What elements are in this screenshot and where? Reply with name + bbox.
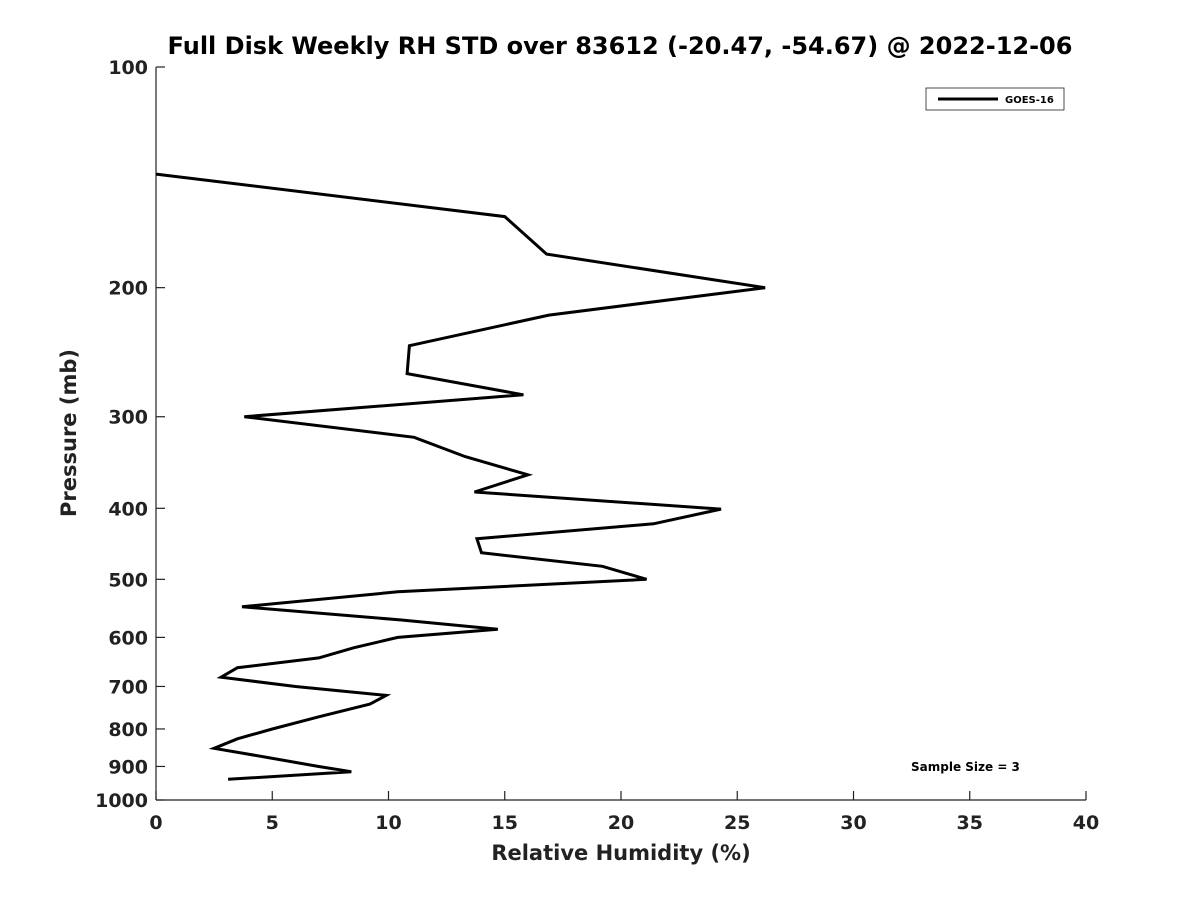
x-tick-label: 35 — [957, 812, 983, 834]
y-tick-label: 400 — [108, 498, 148, 520]
y-tick-label: 600 — [108, 627, 148, 649]
chart-title: Full Disk Weekly RH STD over 83612 (-20.… — [168, 32, 1073, 60]
x-tick-label: 30 — [840, 812, 866, 834]
y-tick-label: 200 — [108, 278, 148, 300]
x-tick-label: 15 — [492, 812, 518, 834]
y-tick-label: 300 — [108, 407, 148, 429]
plot-area: 0 5 10 15 20 25 30 35 40 100 200 300 400 500 600 700 80… — [95, 57, 1099, 834]
sample-size-annotation: Sample Size = 3 — [911, 760, 1020, 774]
y-tick-label: 100 — [108, 57, 148, 79]
y-axis-label: Pressure (mb) — [57, 349, 81, 517]
x-tick-label: 5 — [266, 812, 279, 834]
series-layer — [155, 172, 766, 781]
x-tick-label: 0 — [149, 812, 162, 834]
y-tick-label: 1000 — [95, 790, 148, 812]
y-tick-label: 900 — [108, 756, 148, 778]
y-ticks: 100 200 300 400 500 600 700 800 900 1000 — [95, 57, 165, 812]
x-tick-label: 10 — [375, 812, 401, 834]
x-axis-label: Relative Humidity (%) — [491, 841, 750, 865]
y-tick-label: 800 — [108, 719, 148, 741]
x-tick-label: 20 — [608, 812, 634, 834]
legend-label: GOES-16 — [1005, 95, 1054, 106]
y-tick-label: 500 — [108, 569, 148, 591]
series-line — [155, 172, 766, 781]
x-tick-label: 40 — [1073, 812, 1099, 834]
x-tick-label: 25 — [724, 812, 750, 834]
legend: GOES-16 — [925, 87, 1065, 111]
y-tick-label: 700 — [108, 676, 148, 698]
x-ticks: 0 5 10 15 20 25 30 35 40 — [149, 791, 1099, 834]
